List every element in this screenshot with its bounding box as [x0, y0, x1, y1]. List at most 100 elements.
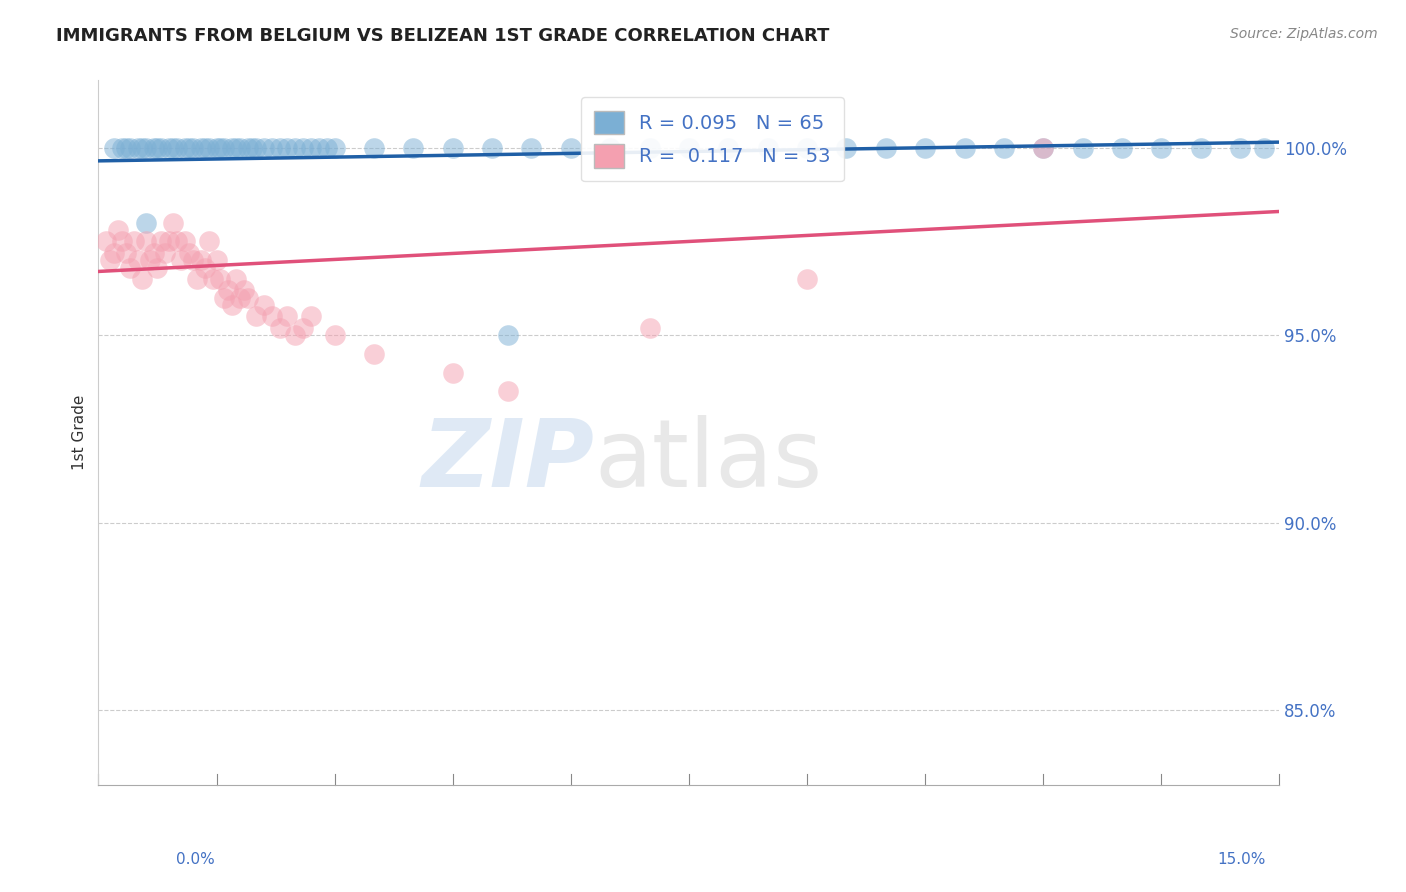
Point	[260, 310, 283, 324]
Point	[194, 260, 217, 275]
Point	[142, 141, 165, 155]
Point	[1229, 141, 1251, 155]
Point	[197, 235, 219, 249]
Point	[269, 320, 291, 334]
Point	[953, 141, 976, 155]
Point	[323, 328, 346, 343]
Point	[717, 141, 740, 155]
Point	[402, 141, 425, 155]
Text: IMMIGRANTS FROM BELGIUM VS BELIZEAN 1ST GRADE CORRELATION CHART: IMMIGRANTS FROM BELGIUM VS BELIZEAN 1ST …	[56, 27, 830, 45]
Point	[107, 223, 129, 237]
Point	[1189, 141, 1212, 155]
Point	[835, 141, 858, 155]
Point	[135, 216, 157, 230]
Point	[96, 235, 118, 249]
Point	[127, 253, 149, 268]
Point	[1032, 141, 1054, 155]
Point	[245, 310, 267, 324]
Point	[229, 141, 252, 155]
Point	[323, 141, 346, 155]
Point	[638, 320, 661, 334]
Point	[181, 253, 204, 268]
Point	[276, 141, 298, 155]
Point	[162, 141, 184, 155]
Point	[225, 141, 247, 155]
Point	[111, 797, 134, 811]
Point	[186, 272, 208, 286]
Point	[157, 141, 180, 155]
Point	[363, 347, 385, 361]
Point	[638, 141, 661, 155]
Point	[127, 141, 149, 155]
Point	[103, 141, 125, 155]
Point	[205, 253, 228, 268]
Point	[599, 141, 621, 155]
Point	[1032, 141, 1054, 155]
Point	[914, 141, 936, 155]
Point	[177, 141, 200, 155]
Point	[520, 141, 543, 155]
Point	[135, 235, 157, 249]
Point	[236, 141, 259, 155]
Y-axis label: 1st Grade: 1st Grade	[72, 395, 87, 470]
Point	[155, 245, 177, 260]
Point	[190, 141, 212, 155]
Point	[174, 235, 197, 249]
Point	[292, 141, 315, 155]
Legend: R = 0.095   N = 65, R =  0.117   N = 53: R = 0.095 N = 65, R = 0.117 N = 53	[581, 97, 844, 181]
Point	[236, 291, 259, 305]
Point	[115, 141, 138, 155]
Text: 0.0%: 0.0%	[176, 852, 215, 867]
Point	[225, 272, 247, 286]
Point	[131, 141, 153, 155]
Point	[560, 141, 582, 155]
Point	[240, 141, 263, 155]
Point	[142, 245, 165, 260]
Point	[315, 141, 337, 155]
Point	[229, 291, 252, 305]
Point	[190, 253, 212, 268]
Text: atlas: atlas	[595, 415, 823, 507]
Point	[299, 141, 322, 155]
Point	[135, 141, 157, 155]
Point	[146, 260, 169, 275]
Point	[214, 141, 236, 155]
Point	[796, 272, 818, 286]
Point	[177, 245, 200, 260]
Point	[150, 141, 173, 155]
Point	[103, 245, 125, 260]
Point	[363, 141, 385, 155]
Point	[214, 291, 236, 305]
Point	[205, 141, 228, 155]
Point	[150, 235, 173, 249]
Point	[1111, 141, 1133, 155]
Point	[201, 272, 224, 286]
Point	[98, 253, 121, 268]
Point	[122, 235, 145, 249]
Point	[260, 141, 283, 155]
Point	[299, 310, 322, 324]
Point	[253, 141, 276, 155]
Point	[138, 253, 160, 268]
Point	[131, 272, 153, 286]
Point	[284, 141, 307, 155]
Point	[678, 141, 700, 155]
Point	[146, 141, 169, 155]
Point	[181, 141, 204, 155]
Point	[993, 141, 1015, 155]
Point	[756, 141, 779, 155]
Point	[217, 283, 239, 297]
Point	[276, 310, 298, 324]
Point	[157, 235, 180, 249]
Point	[194, 141, 217, 155]
Point	[308, 141, 330, 155]
Text: ZIP: ZIP	[422, 415, 595, 507]
Point	[170, 253, 193, 268]
Point	[162, 216, 184, 230]
Point	[118, 141, 141, 155]
Point	[115, 245, 138, 260]
Point	[481, 141, 503, 155]
Point	[166, 141, 188, 155]
Point	[221, 141, 243, 155]
Point	[174, 141, 197, 155]
